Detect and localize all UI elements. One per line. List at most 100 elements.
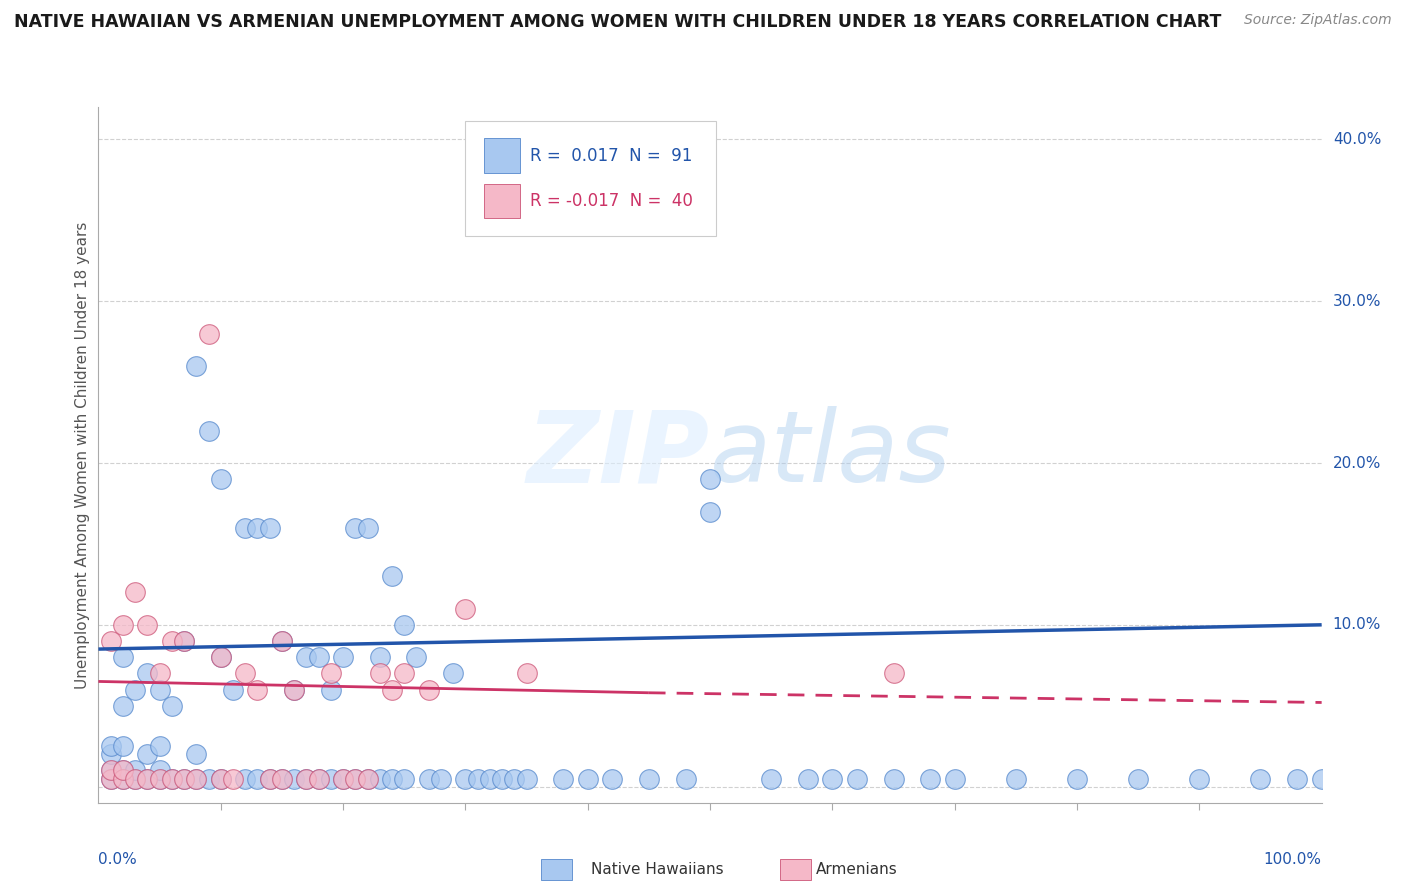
Point [283, 682, 305, 697]
FancyBboxPatch shape [484, 138, 520, 173]
Point [821, 772, 844, 786]
Point [259, 521, 281, 535]
Point [332, 772, 354, 786]
Point [699, 472, 721, 486]
Point [100, 764, 122, 778]
Point [136, 772, 159, 786]
Point [124, 772, 146, 786]
Point [111, 764, 134, 778]
Point [503, 772, 526, 786]
Point [418, 682, 440, 697]
Point [124, 585, 146, 599]
Point [259, 772, 281, 786]
Point [381, 569, 404, 583]
Point [943, 772, 966, 786]
Point [149, 666, 172, 681]
Point [356, 521, 378, 535]
Point [381, 772, 404, 786]
Point [100, 747, 122, 762]
Point [124, 772, 146, 786]
Point [491, 772, 513, 786]
Point [124, 764, 146, 778]
Point [1249, 772, 1271, 786]
Point [845, 772, 868, 786]
Point [209, 772, 232, 786]
Point [295, 772, 318, 786]
Point [173, 634, 195, 648]
Point [173, 634, 195, 648]
Point [344, 772, 367, 786]
Point [100, 764, 122, 778]
Point [149, 682, 172, 697]
Point [883, 772, 905, 786]
Point [233, 521, 256, 535]
Text: 30.0%: 30.0% [1333, 293, 1381, 309]
FancyBboxPatch shape [465, 121, 716, 235]
Point [308, 650, 330, 665]
Point [675, 772, 697, 786]
Point [160, 634, 183, 648]
Text: ZIP: ZIP [527, 407, 710, 503]
Y-axis label: Unemployment Among Women with Children Under 18 years: Unemployment Among Women with Children U… [75, 221, 90, 689]
Point [295, 772, 318, 786]
Point [381, 682, 404, 697]
Point [1188, 772, 1211, 786]
Point [149, 772, 172, 786]
Point [600, 772, 623, 786]
Point [467, 772, 489, 786]
Point [368, 772, 391, 786]
Point [259, 772, 281, 786]
Text: 0.0%: 0.0% [98, 852, 138, 866]
Point [186, 747, 208, 762]
Point [295, 650, 318, 665]
Point [392, 666, 416, 681]
Text: 10.0%: 10.0% [1333, 617, 1381, 632]
Point [136, 772, 159, 786]
Point [699, 504, 721, 518]
Point [111, 772, 134, 786]
Point [246, 521, 269, 535]
Point [454, 601, 477, 615]
Point [136, 747, 159, 762]
Point [160, 772, 183, 786]
Point [270, 772, 294, 786]
Point [270, 634, 294, 648]
Point [197, 772, 219, 786]
Text: 20.0%: 20.0% [1333, 456, 1381, 470]
Point [319, 666, 342, 681]
Point [100, 634, 122, 648]
Point [173, 772, 195, 786]
Point [209, 472, 232, 486]
Point [111, 698, 134, 713]
Point [344, 521, 367, 535]
Point [332, 772, 354, 786]
Point [515, 772, 537, 786]
Point [186, 359, 208, 373]
Point [478, 772, 501, 786]
Point [209, 772, 232, 786]
Point [319, 772, 342, 786]
Point [197, 424, 219, 438]
Point [209, 650, 232, 665]
Point [637, 772, 661, 786]
Point [515, 666, 537, 681]
Point [1066, 772, 1088, 786]
Point [124, 682, 146, 697]
Point [761, 772, 783, 786]
Point [332, 650, 354, 665]
Point [222, 682, 245, 697]
Text: Native Hawaiians: Native Hawaiians [591, 863, 723, 877]
Point [270, 634, 294, 648]
Point [111, 772, 134, 786]
Point [111, 650, 134, 665]
Point [283, 682, 305, 697]
Point [405, 650, 427, 665]
Point [209, 650, 232, 665]
Point [246, 682, 269, 697]
Point [1286, 772, 1309, 786]
Point [149, 739, 172, 754]
Point [197, 326, 219, 341]
Point [246, 772, 269, 786]
Text: R = -0.017  N =  40: R = -0.017 N = 40 [530, 192, 693, 210]
Text: NATIVE HAWAIIAN VS ARMENIAN UNEMPLOYMENT AMONG WOMEN WITH CHILDREN UNDER 18 YEAR: NATIVE HAWAIIAN VS ARMENIAN UNEMPLOYMENT… [14, 13, 1222, 31]
